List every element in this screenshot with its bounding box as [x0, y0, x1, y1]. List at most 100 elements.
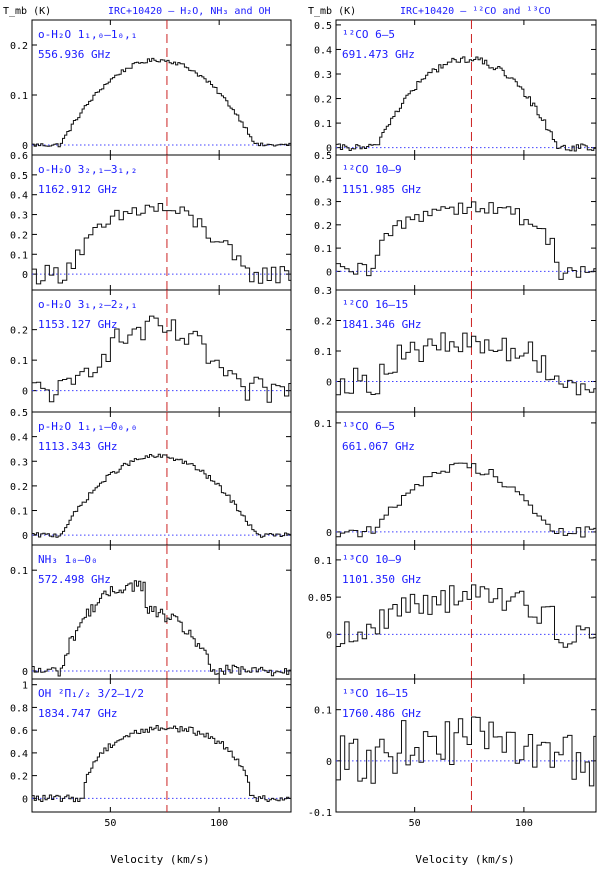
panel-left-4: 0 0.1 0.2 0.3 0.4 0.5 p-H₂O 1₁,₁–0₀,₀ 1113.343 …: [10, 408, 292, 546]
spectrum-histogram: [336, 584, 596, 648]
line-frequency-label: 1101.350 GHz: [342, 573, 421, 586]
y-tick-label: 0.1: [314, 119, 332, 130]
y-tick-label: 0.1: [314, 347, 332, 358]
y-tick-label: 0: [22, 387, 28, 398]
y-tick-label: 0: [326, 757, 332, 768]
y-tick-label: 0.1: [10, 507, 28, 518]
panel-left-6: 0 0.2 0.4 0.6 0.8 1 50 100 OH ²Π₁/₂ 3/2–1/2 1834.…: [10, 678, 292, 829]
y-tick-label: 0: [22, 667, 28, 678]
y-tick-label: 0.1: [314, 706, 332, 717]
line-name-label: ¹²CO 16–15: [342, 298, 408, 311]
line-name-label: OH ²Π₁/₂ 3/2–1/2: [38, 687, 144, 700]
y-tick-label: 0.5: [314, 21, 332, 32]
panel-frame: [31, 678, 292, 813]
y-tick-label: 0.2: [314, 95, 332, 106]
spectrum-histogram: [32, 203, 291, 285]
panel-right-5: 0 0.05 0.1 ¹³CO 10–9 1101.350 GHz: [308, 544, 597, 680]
line-frequency-label: 1834.747 GHz: [38, 707, 117, 720]
y-tick-label: -0.1: [308, 808, 332, 819]
line-frequency-label: 1162.912 GHz: [38, 183, 117, 196]
y-tick-label: 0.1: [10, 566, 28, 577]
panel-frame: [335, 678, 597, 813]
line-frequency-label: 1841.346 GHz: [342, 318, 421, 331]
line-name-label: ¹³CO 6–5: [342, 420, 395, 433]
left-xlabel: Velocity (km/s): [110, 853, 209, 866]
y-tick-label: 0: [326, 267, 332, 278]
y-tick-label: 0: [326, 378, 332, 389]
y-tick-label: 0.5: [10, 408, 28, 419]
right-xlabel: Velocity (km/s): [415, 853, 514, 866]
line-frequency-label: 691.473 GHz: [342, 48, 415, 61]
panel-right-6: -0.1 0 0.1 50 100 ¹³CO 16–15 1760.486 GHz: [308, 678, 597, 829]
spectrum-histogram: [336, 332, 596, 396]
panel-left-2: 0 0.1 0.2 0.3 0.4 0.5 0.6 o-H₂O 3₂,₁–3₁,₂ 1162.9…: [10, 151, 292, 291]
x-tick-label: 100: [515, 818, 533, 829]
y-tick-label: 0.3: [10, 211, 28, 222]
x-tick-label: 50: [409, 818, 421, 829]
y-tick-label: 0: [22, 141, 28, 152]
y-tick-label: 0.4: [10, 433, 28, 444]
y-tick-label: 0.2: [314, 317, 332, 328]
y-tick-label: 0.4: [10, 191, 28, 202]
y-tick-label: 0: [326, 630, 332, 641]
line-frequency-label: 1153.127 GHz: [38, 318, 117, 331]
panel-left-3: 0 0.1 0.2 o-H₂O 3₁,₂–2₂,₁ 1153.127 GHz: [10, 289, 292, 413]
line-name-label: ¹²CO 10–9: [342, 163, 402, 176]
spectrum-histogram: [32, 57, 291, 148]
y-tick-label: 0.1: [314, 419, 332, 430]
y-tick-label: 0.5: [314, 151, 332, 162]
y-tick-label: 0.3: [314, 286, 332, 297]
y-tick-label: 0.3: [314, 198, 332, 209]
spectrum-histogram: [336, 462, 596, 538]
line-name-label: ¹²CO 6–5: [342, 28, 395, 41]
y-tick-label: 0.2: [314, 221, 332, 232]
y-tick-label: 0.2: [10, 230, 28, 241]
y-tick-label: 1: [22, 681, 28, 692]
line-frequency-label: 661.067 GHz: [342, 440, 415, 453]
y-tick-label: 0: [22, 531, 28, 542]
line-frequency-label: 572.498 GHz: [38, 573, 111, 586]
spectrum-histogram: [336, 201, 596, 280]
spectrum-histogram: [32, 725, 291, 803]
y-tick-label: 0.2: [10, 482, 28, 493]
line-name-label: o-H₂O 1₁,₀–1₀,₁: [38, 28, 137, 41]
y-tick-label: 0.1: [314, 244, 332, 255]
y-tick-label: 0: [326, 528, 332, 539]
spectrum-histogram: [32, 453, 291, 538]
y-tick-label: 0.1: [314, 556, 332, 567]
y-tick-label: 0.2: [10, 326, 28, 337]
spectrum-histogram: [32, 580, 291, 677]
line-name-label: ¹³CO 10–9: [342, 553, 402, 566]
y-tick-label: 0: [326, 144, 332, 155]
line-frequency-label: 1113.343 GHz: [38, 440, 117, 453]
spectrum-histogram: [336, 716, 596, 787]
y-tick-label: 0.05: [308, 593, 332, 604]
line-frequency-label: 1760.486 GHz: [342, 707, 421, 720]
y-tick-label: 0.1: [10, 356, 28, 367]
line-frequency-label: 556.936 GHz: [38, 48, 111, 61]
y-tick-label: 0.2: [10, 772, 28, 783]
y-tick-label: 0.3: [314, 70, 332, 81]
left-ylabel: T_mb (K): [3, 6, 51, 17]
y-tick-label: 0.5: [10, 171, 28, 182]
y-tick-label: 0.1: [10, 250, 28, 261]
x-tick-label: 100: [210, 818, 228, 829]
x-tick-label: 50: [104, 818, 116, 829]
y-tick-label: 0.8: [10, 703, 28, 714]
spectrum-histogram: [32, 315, 291, 403]
panels-group: 0 0.1 0.2 o-H₂O 1₁,₀–1₀,₁ 556.936 GHz 0 0.1 0.2…: [10, 19, 597, 829]
line-name-label: NH₃ 1₀–0₀: [38, 553, 98, 566]
y-tick-label: 0.6: [10, 726, 28, 737]
right-title: IRC+10420 – ¹²CO and ¹³CO: [400, 6, 551, 17]
line-name-label: p-H₂O 1₁,₁–0₀,₀: [38, 420, 137, 433]
y-tick-label: 0.3: [10, 457, 28, 468]
right-ylabel: T_mb (K): [308, 6, 356, 17]
line-name-label: o-H₂O 3₂,₁–3₁,₂: [38, 163, 137, 176]
y-tick-label: 0: [22, 270, 28, 281]
y-tick-label: 0: [22, 794, 28, 805]
panel-right-4: 0 0.1 ¹³CO 6–5 661.067 GHz: [314, 411, 597, 546]
line-frequency-label: 1151.985 GHz: [342, 183, 421, 196]
left-title: IRC+10420 – H₂O, NH₃ and OH: [108, 6, 271, 17]
panel-right-3: 0 0.1 0.2 0.3 ¹²CO 16–15 1841.346 GHz: [314, 286, 597, 413]
panel-left-1: 0 0.1 0.2 o-H₂O 1₁,₀–1₀,₁ 556.936 GHz: [10, 19, 292, 156]
